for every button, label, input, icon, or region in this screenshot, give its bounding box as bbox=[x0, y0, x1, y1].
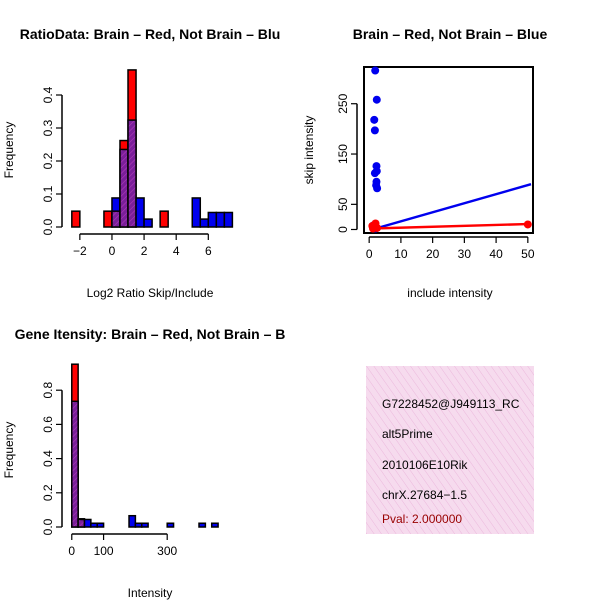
bar-not-brain bbox=[166, 522, 175, 528]
point-red bbox=[523, 220, 532, 229]
plot-box bbox=[363, 66, 534, 234]
point-red bbox=[368, 224, 377, 233]
bar-not-brain bbox=[90, 522, 98, 528]
bar-not-brain bbox=[215, 211, 226, 228]
bar-overlap bbox=[119, 148, 129, 228]
point-blue bbox=[372, 177, 381, 186]
axes: 0 100 300 0.0 0.2 0.4 0.6 0.8 bbox=[41, 382, 178, 558]
bar-not-brain bbox=[210, 522, 219, 528]
bar-not-brain bbox=[83, 518, 92, 528]
bar-not-brain bbox=[141, 522, 149, 528]
y-tick-label: 0.6 bbox=[41, 416, 55, 433]
x-tick-label: 30 bbox=[458, 247, 472, 261]
x-axis-label: include intensity bbox=[407, 286, 492, 300]
x-tick-label: 6 bbox=[205, 244, 212, 258]
y-tick-label: 0.0 bbox=[41, 518, 55, 535]
bar-not-brain bbox=[143, 218, 153, 228]
y-tick-label: 150 bbox=[336, 144, 350, 164]
bar-not-brain bbox=[135, 197, 145, 228]
axes: 0 10 20 30 40 50 0 50 150 250 bbox=[336, 93, 535, 261]
bar-brain bbox=[159, 210, 169, 228]
x-tick-label: 40 bbox=[489, 247, 503, 261]
info-panel: G7228452@J949113_RC alt5Prime 2010106E10… bbox=[366, 366, 534, 534]
fit-line-red bbox=[372, 222, 532, 230]
x-tick-label: 2 bbox=[141, 244, 148, 258]
chart-title: RatioData: Brain – Red, Not Brain – Blu bbox=[20, 26, 281, 42]
fit-line-blue bbox=[372, 183, 532, 231]
point-blue bbox=[372, 95, 381, 104]
x-tick-label: −2 bbox=[73, 244, 87, 258]
bar-not-brain bbox=[128, 514, 137, 528]
bar-overlap bbox=[71, 400, 79, 528]
ratio-histogram-panel: RatioData: Brain – Red, Not Brain – Blu … bbox=[2, 26, 280, 300]
point-blue bbox=[372, 162, 381, 171]
y-tick-label: 0.1 bbox=[41, 185, 55, 202]
y-axis-label: Frequency bbox=[2, 122, 16, 179]
bar-not-brain bbox=[199, 218, 210, 228]
x-tick-label: 300 bbox=[157, 544, 177, 558]
chart-title: Brain – Red, Not Brain – Blue bbox=[353, 26, 548, 42]
axes: −2 0 2 4 6 0.0 0.1 0.2 0.3 0.4 bbox=[41, 86, 212, 258]
bar-overlap bbox=[127, 119, 137, 228]
y-tick-label: 0.8 bbox=[41, 382, 55, 399]
bar-overlap bbox=[111, 210, 121, 228]
point-blue bbox=[371, 66, 380, 75]
locus: chrX.27684−1.5 bbox=[382, 488, 467, 502]
x-tick-label: 0 bbox=[366, 247, 373, 261]
x-tick-label: 100 bbox=[94, 544, 114, 558]
y-tick-label: 0.4 bbox=[41, 86, 55, 103]
bar-not-brain bbox=[134, 522, 143, 528]
event-type: alt5Prime bbox=[382, 427, 433, 441]
x-axis-label: Log2 Ratio Skip/Include bbox=[87, 286, 214, 300]
y-tick-label: 0.3 bbox=[41, 119, 55, 136]
point-blue bbox=[370, 115, 379, 124]
bar-not-brain bbox=[191, 197, 202, 228]
x-tick-label: 10 bbox=[394, 247, 408, 261]
x-tick-label: 0 bbox=[109, 244, 116, 258]
bar-group bbox=[71, 363, 219, 528]
bar-brain bbox=[103, 210, 113, 228]
chart-title: Gene Itensity: Brain – Red, Not Brain – … bbox=[15, 326, 286, 342]
bar-not-brain bbox=[223, 211, 234, 228]
x-tick-label: 20 bbox=[426, 247, 440, 261]
point-blue bbox=[370, 126, 379, 135]
y-tick-label: 250 bbox=[336, 93, 350, 113]
y-tick-label: 0.4 bbox=[41, 450, 55, 467]
bar-brain bbox=[71, 210, 81, 228]
info-background bbox=[366, 366, 534, 534]
y-tick-label: 0.0 bbox=[41, 218, 55, 235]
gene-name: 2010106E10Rik bbox=[382, 458, 468, 472]
scatter-panel: Brain – Red, Not Brain – Blue include in… bbox=[302, 26, 547, 300]
x-tick-label: 0 bbox=[68, 544, 75, 558]
bar-not-brain bbox=[198, 522, 207, 528]
x-tick-label: 4 bbox=[173, 244, 180, 258]
y-tick-label: 0.2 bbox=[41, 152, 55, 169]
bar-overlap bbox=[77, 518, 86, 528]
x-axis-label: Intensity bbox=[128, 586, 173, 600]
y-tick-label: 0.2 bbox=[41, 484, 55, 501]
probe-id: G7228452@J949113_RC bbox=[382, 397, 520, 411]
bar-not-brain bbox=[207, 211, 218, 228]
y-tick-label: 0 bbox=[336, 226, 350, 233]
intensity-histogram-panel: Gene Itensity: Brain – Red, Not Brain – … bbox=[2, 326, 285, 600]
y-axis-label: Frequency bbox=[2, 422, 16, 479]
bar-not-brain bbox=[96, 522, 105, 528]
scatter-group bbox=[368, 66, 532, 233]
y-axis-label: skip intensity bbox=[302, 116, 316, 185]
pval: Pval: 2.000000 bbox=[382, 512, 462, 526]
bar-group bbox=[71, 69, 234, 228]
x-tick-label: 50 bbox=[521, 247, 535, 261]
y-tick-label: 50 bbox=[336, 197, 350, 211]
